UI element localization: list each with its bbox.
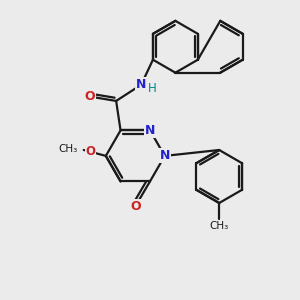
Text: O: O: [84, 90, 95, 103]
Text: N: N: [145, 124, 155, 137]
Text: CH₃: CH₃: [210, 221, 229, 231]
Text: H: H: [148, 82, 157, 95]
Text: O: O: [130, 200, 141, 213]
Text: CH₃: CH₃: [58, 144, 78, 154]
Text: N: N: [136, 78, 146, 91]
Text: O: O: [85, 145, 95, 158]
Text: N: N: [160, 149, 170, 162]
